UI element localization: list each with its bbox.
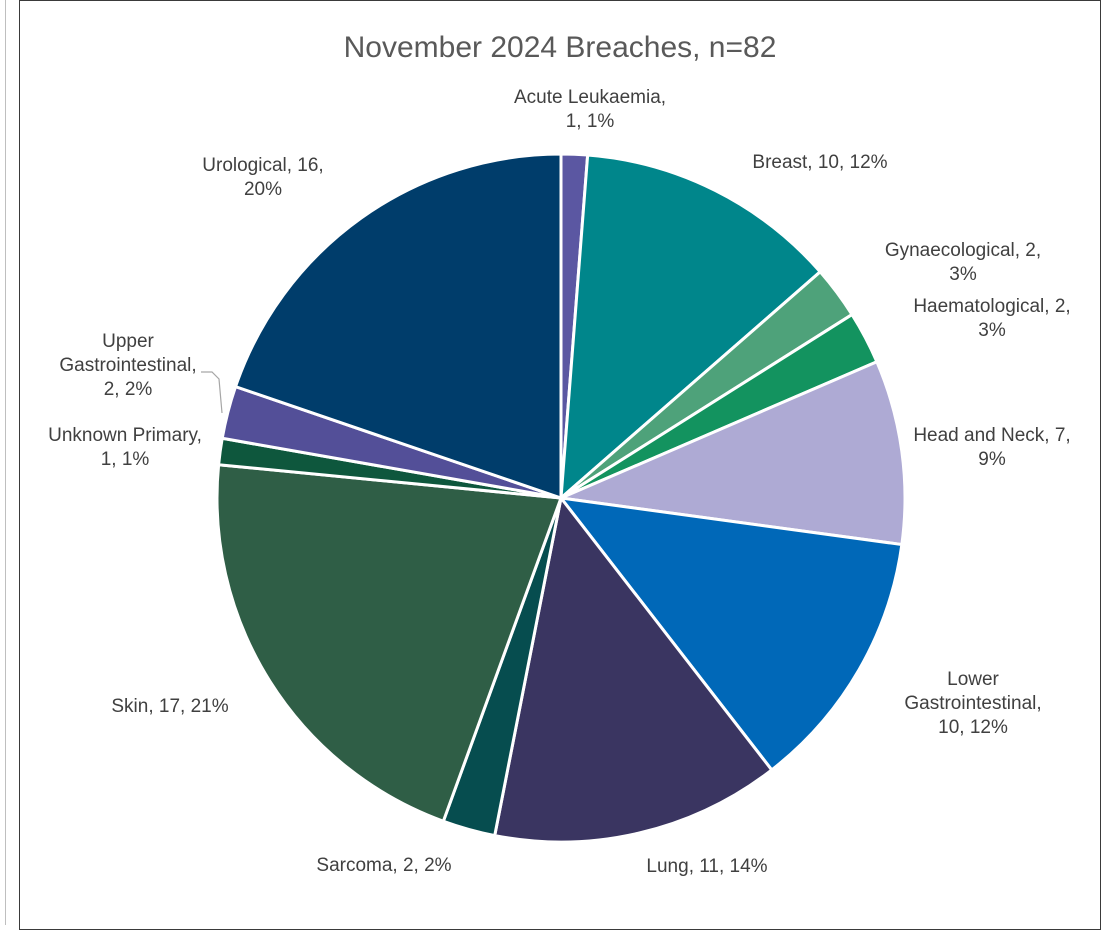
slice-head-and-neck [559,360,907,547]
slice-lung [493,496,774,844]
chart-title: November 2024 Breaches, n=82 [344,31,777,64]
window-left-border [5,0,6,925]
data-label-lung: Lung, 11, 14% [646,856,767,877]
data-label-gynaecological: Gynaecological, 2, 3% [885,240,1041,285]
data-label-skin: Skin, 17, 21% [111,696,228,717]
data-label-upper-gastrointestinal: Upper Gastrointestinal, 2, 2% [59,331,196,400]
data-label-haematological: Haematological, 2, 3% [913,296,1070,341]
data-label-sarcoma: Sarcoma, 2, 2% [316,855,451,876]
slice-skin [215,463,563,823]
leader-lines [201,371,223,414]
slice-breast [559,153,822,500]
pie-slices [215,152,907,844]
leader-line-upper-gastrointestinal [201,371,223,414]
slice-lower-gastrointestinal [559,496,904,772]
data-label-lower-gastrointestinal: Lower Gastrointestinal, 10, 12% [904,669,1041,738]
data-label-urological: Urological, 16, 20% [202,155,323,200]
slice-urological [234,152,563,500]
data-label-head-and-neck: Head and Neck, 7, 9% [913,425,1070,470]
data-label-acute-leukaemia: Acute Leukaemia, 1, 1% [514,87,666,132]
data-label-breast: Breast, 10, 12% [752,152,887,173]
data-labels: Acute Leukaemia, 1, 1% Breast, 10, 12% Gyna… [48,87,1071,877]
data-label-unknown-primary: Unknown Primary, 1, 1% [48,425,202,470]
